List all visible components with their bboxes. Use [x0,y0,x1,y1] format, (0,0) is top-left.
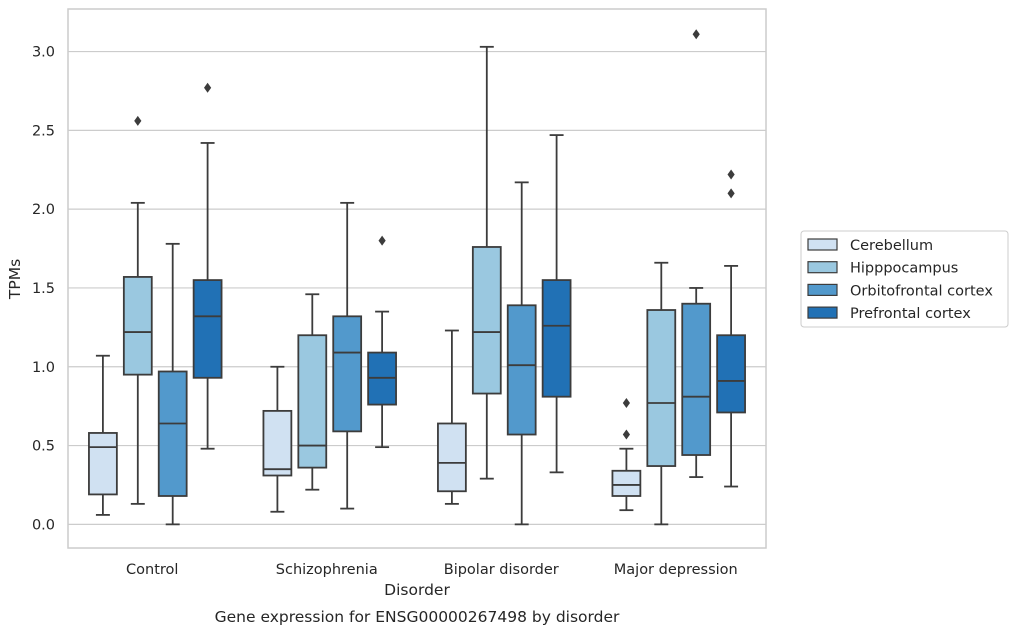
x-axis-label: Disorder [384,581,450,599]
legend-swatch [807,238,838,251]
legend-label: Prefrontal cortex [850,306,971,322]
box-iqr [88,432,118,496]
outlier-point [727,169,735,180]
outlier-point [622,398,630,409]
box-cerebellum [88,354,118,516]
box-iqr [262,409,293,477]
box-cerebellum [437,329,467,505]
box-orbitofrontal-cortex [332,201,363,510]
y-tick-label: 2.0 [32,202,55,218]
box-iqr [506,304,537,436]
box-orbitofrontal-cortex [157,242,188,526]
box-orbitofrontal-cortex [681,29,712,478]
box-iqr [437,422,467,493]
x-tick-label: Control [126,562,178,578]
box-iqr [332,315,363,433]
box-iqr [681,302,712,456]
box-prefrontal-cortex [367,235,397,449]
chart-caption: Gene expression for ENSG00000267498 by d… [215,608,620,626]
box-plots [88,29,746,526]
box-iqr [716,334,746,414]
box-hipppocampus [471,45,502,480]
legend-swatch [807,306,838,319]
box-iqr [157,370,188,497]
box-iqr [471,246,502,395]
y-axis-label: TPMs [6,259,24,300]
box-iqr [541,279,572,398]
outlier-point [692,29,700,40]
box-hipppocampus [646,261,677,526]
box-iqr [192,279,223,379]
outlier-point [727,188,735,199]
legend-swatch [807,261,838,274]
x-tick-label: Bipolar disorder [444,562,559,578]
y-tick-label: 3.0 [32,45,55,61]
legend-swatch [807,283,838,296]
box-orbitofrontal-cortex [506,181,537,526]
box-cerebellum [262,365,293,513]
box-prefrontal-cortex [192,82,223,450]
box-iqr [297,334,328,469]
box-iqr [646,309,677,467]
outlier-point [204,82,212,93]
x-tick-labels: Control Schizophrenia Bipolar disorder Majo… [126,562,738,578]
legend-label: Hipppocampus [850,261,958,277]
box-prefrontal-cortex [541,134,572,474]
legend-label: Cerebellum [850,238,933,254]
x-tick-label: Major depression [614,562,738,578]
legend-label: Orbitofrontal cortex [850,283,993,299]
legend: Cerebellum Hipppocampus Orbitofrontal cort… [800,230,1009,328]
box-hipppocampus [122,115,153,505]
outlier-point [622,429,630,440]
y-tick-label: 1.5 [32,281,55,297]
box-iqr [611,469,642,497]
x-tick-label: Schizophrenia [276,562,378,578]
legend-frame [800,230,1009,328]
box-cerebellum [611,398,642,512]
y-tick-label: 0.5 [32,439,55,455]
plot-frame [67,8,767,549]
box-prefrontal-cortex [716,169,746,488]
y-tick-label: 1.0 [32,360,55,376]
outlier-point [378,235,386,246]
box-iqr [122,276,153,376]
y-tick-label: 0.0 [32,517,55,533]
outlier-point [134,115,142,126]
y-tick-labels: 0.0 0.5 1.0 1.5 2.0 2.5 3.0 [32,45,55,534]
y-tick-label: 2.5 [32,123,55,139]
box-hipppocampus [297,293,328,491]
